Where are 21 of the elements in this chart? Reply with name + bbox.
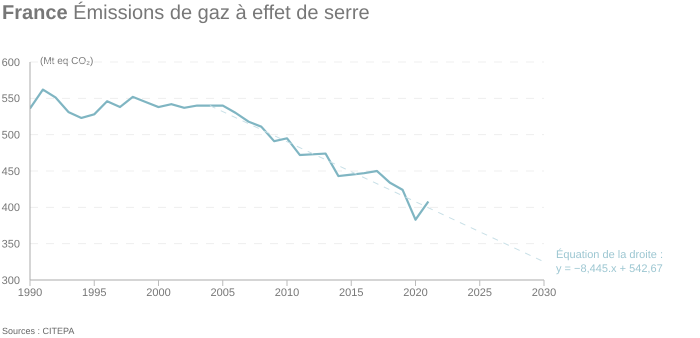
x-tick-label: 1990	[18, 286, 42, 299]
x-tick-label: 2020	[403, 286, 428, 299]
y-tick-label: 600	[2, 56, 20, 69]
y-tick-label: 450	[2, 166, 20, 178]
x-tick-label: 2025	[468, 286, 492, 299]
y-tick-label: 350	[2, 238, 20, 251]
y-tick-label: 300	[2, 274, 20, 287]
text: Équation de la droite :	[556, 249, 664, 261]
x-tick-label: 2000	[146, 286, 171, 299]
line-series	[30, 88, 430, 221]
x-tick-label: 2015	[339, 286, 364, 299]
x-tick-label: 2005	[210, 286, 235, 299]
source-note: Sources : CITEPA	[2, 326, 74, 336]
x-tick-label: 2030	[532, 286, 556, 299]
text: y = −8,445.x + 542,67	[556, 263, 663, 275]
x-tick-label: 2010	[274, 286, 300, 299]
y-tick-label: 500	[2, 130, 20, 142]
y-tick-label: 400	[2, 202, 20, 214]
y-tick-label: 550	[2, 93, 20, 106]
chart-title: France Émissions de gaz à effet de serre	[2, 2, 370, 25]
x-tick-label: 1995	[82, 286, 106, 299]
